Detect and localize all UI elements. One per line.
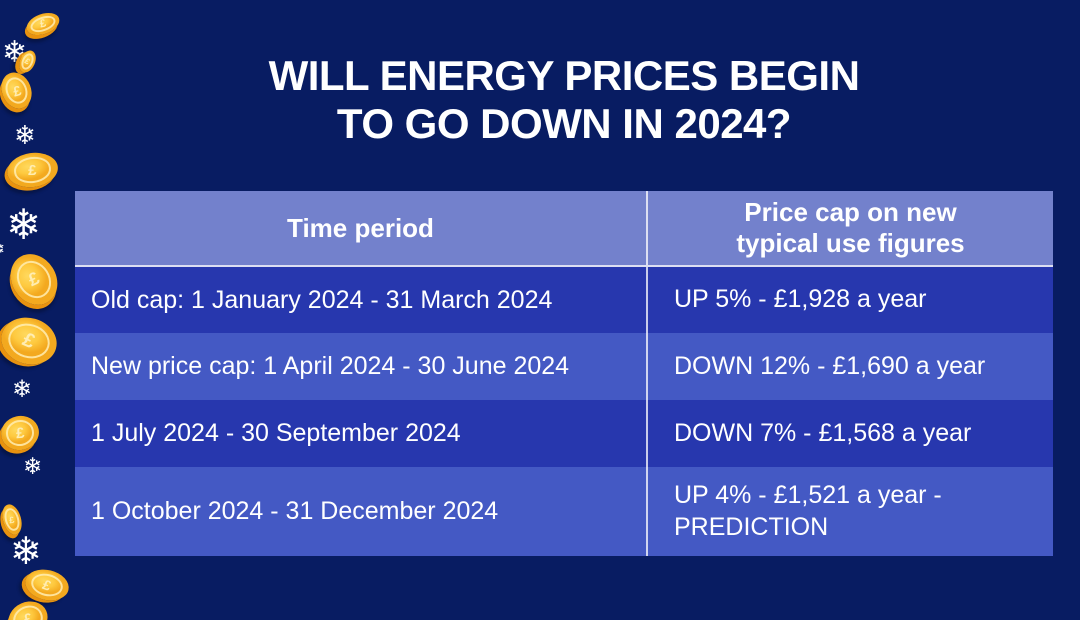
snowflake-icon: ❄ — [14, 120, 36, 150]
coin-face: £ — [0, 502, 25, 537]
price-cap-table: Time period Price cap on new typical use… — [75, 191, 1053, 556]
coin-pound-symbol: £ — [8, 514, 16, 525]
title-line-2: TO GO DOWN IN 2024? — [336, 100, 792, 147]
header-time-period: Time period — [287, 212, 434, 243]
coin-icon: £ — [4, 149, 61, 191]
coin-icon: £ — [0, 67, 37, 114]
coin-face: £ — [4, 149, 61, 191]
coin-icon: £ — [2, 595, 54, 620]
coin-face: £ — [1, 245, 67, 314]
coin-face: £ — [22, 565, 72, 605]
cell-time-period: 1 October 2024 - 31 December 2024 — [91, 497, 499, 525]
snowflake-icon: ❄ — [6, 201, 42, 248]
table-row: New price cap: 1 April 2024 - 30 June 20… — [75, 333, 1053, 400]
coin-pound-symbol: £ — [23, 56, 32, 67]
coin-pound-symbol: £ — [15, 424, 25, 442]
coin-face: £ — [15, 47, 40, 76]
coin-face: £ — [0, 67, 37, 114]
cell-price-cap: DOWN 7% - £1,568 a year — [646, 400, 1053, 467]
cell-price-cap: UP 4% - £1,521 a year - PREDICTION — [646, 467, 1053, 556]
coin-icon: £ — [15, 47, 40, 76]
header-price-cap-label: Price cap on new typical use figures — [736, 196, 965, 258]
coin-face: £ — [0, 311, 63, 371]
cell-time-period: Old cap: 1 January 2024 - 31 March 2024 — [91, 285, 553, 314]
coin-pound-symbol: £ — [19, 328, 39, 353]
coin-pound-symbol: £ — [21, 609, 35, 620]
table-row: 1 October 2024 - 31 December 2024 UP 4% … — [75, 467, 1053, 556]
coin-pound-symbol: £ — [25, 267, 43, 291]
coin-pound-symbol: £ — [10, 81, 23, 100]
coin-face: £ — [2, 595, 54, 620]
cell-time-period: 1 July 2024 - 30 September 2024 — [91, 419, 461, 447]
title-line-1: WILL ENERGY PRICES BEGIN — [268, 52, 860, 99]
page-title: WILL ENERGY PRICES BEGIN TO GO DOWN IN 2… — [75, 52, 1053, 148]
coin-icon: £ — [0, 412, 43, 454]
snowflake-icon: ❄ — [12, 376, 33, 403]
coin-icon: £ — [22, 565, 72, 605]
coin-icon: £ — [1, 245, 67, 314]
cell-price-cap: DOWN 12% - £1,690 a year — [646, 333, 1053, 400]
coin-face: £ — [0, 412, 43, 454]
snowflake-icon: ❄ — [0, 240, 5, 258]
coin-icon: £ — [0, 311, 63, 371]
cell-time-period: New price cap: 1 April 2024 - 30 June 20… — [91, 352, 570, 380]
table-header-row: Time period Price cap on new typical use… — [75, 191, 1053, 267]
coin-pound-symbol: £ — [40, 576, 54, 594]
snowflake-icon: ❄ — [2, 36, 28, 69]
coin-pound-symbol: £ — [28, 161, 37, 179]
header-price-cap: Price cap on new typical use figures — [646, 191, 1053, 265]
snowflake-icon: ❄ — [10, 531, 42, 573]
coin-icon: £ — [0, 502, 25, 537]
coin-face: £ — [23, 8, 63, 40]
table-row: 1 July 2024 - 30 September 2024 DOWN 7% … — [75, 400, 1053, 467]
coin-icon: £ — [23, 8, 63, 40]
cell-price-cap: UP 5% - £1,928 a year — [646, 267, 1053, 333]
coin-pound-symbol: £ — [38, 17, 48, 31]
table-row: Old cap: 1 January 2024 - 31 March 2024 … — [75, 267, 1053, 333]
snowflake-icon: ❄ — [23, 453, 43, 479]
